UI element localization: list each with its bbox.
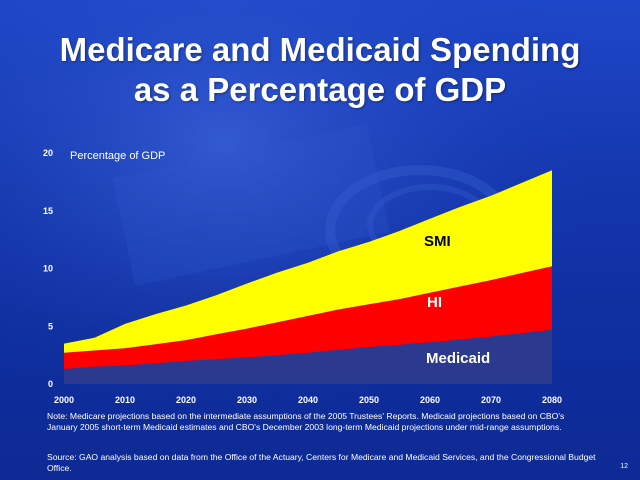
x-tick-label: 2070: [481, 395, 501, 405]
slide-title: Medicare and Medicaid Spending as a Perc…: [0, 30, 640, 110]
y-tick-label: 10: [43, 264, 53, 274]
x-tick-label: 2040: [298, 395, 318, 405]
chart-source: Source: GAO analysis based on data from …: [47, 452, 596, 473]
chart-note: Note: Medicare projections based on the …: [47, 411, 565, 432]
x-tick-label: 2010: [115, 395, 135, 405]
y-axis-label: Percentage of GDP: [70, 150, 165, 162]
area-medicaid: [64, 329, 552, 384]
series-label-medicaid: Medicaid: [426, 350, 490, 367]
y-tick-label: 0: [48, 379, 53, 389]
x-tick-label: 2020: [176, 395, 196, 405]
chart-areas: [64, 170, 552, 384]
x-tick-label: 2050: [359, 395, 379, 405]
x-axis-ticks: 2000 2010 2020 2030 2040 2050 2060 2070 2080: [54, 395, 562, 405]
area-hi: [64, 266, 552, 369]
y-tick-label: 5: [48, 321, 53, 331]
page-number: 12: [620, 463, 628, 470]
x-tick-label: 2000: [54, 395, 74, 405]
x-tick-label: 2060: [420, 395, 440, 405]
series-label-smi: SMI: [424, 233, 451, 250]
series-label-hi: HI: [427, 294, 442, 311]
y-tick-label: 20: [43, 148, 53, 158]
x-tick-label: 2030: [237, 395, 257, 405]
stacked-area-chart: 0 5 10 15 20 2000 2010 2020 2030 2040 2050 2060 207…: [43, 148, 562, 405]
y-tick-label: 15: [43, 206, 53, 216]
slide-title-line2: as a Percentage of GDP: [133, 71, 507, 108]
slide-title-line1: Medicare and Medicaid Spending: [59, 31, 581, 68]
area-smi: [64, 170, 552, 353]
y-axis-ticks: 0 5 10 15 20: [43, 148, 53, 389]
x-tick-label: 2080: [542, 395, 562, 405]
